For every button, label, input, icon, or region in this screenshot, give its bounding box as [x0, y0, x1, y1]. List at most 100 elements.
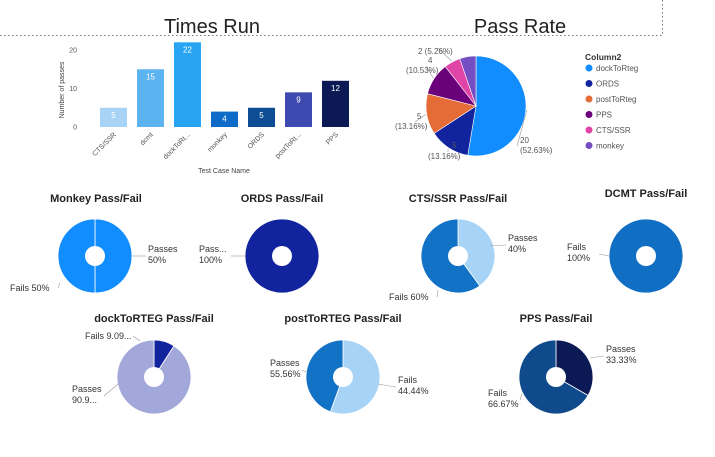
x-tick-label: dockToRt... — [162, 131, 192, 161]
bar-data-label: 4 — [222, 115, 227, 124]
donut-label-pct: 40% — [508, 244, 526, 254]
pass-rate-label-value: 5 — [417, 112, 422, 121]
donut-title: dockToRTEG Pass/Fail — [94, 313, 214, 325]
times-run-y-ticks: 0 10 20 — [69, 48, 77, 132]
pass-rate-data-labels: 20(52.63%)5(13.16%)5(13.16%)4(10.53%)2 (… — [395, 47, 553, 161]
times-run-y-axis-label: Number of passes — [59, 61, 66, 118]
donut-title: ORDS Pass/Fail — [241, 193, 324, 205]
bar-data-label: 15 — [146, 72, 155, 81]
y-tick-label: 10 — [69, 86, 77, 93]
donut-label: Fails 50% — [10, 283, 50, 293]
legend-title: Column2 — [585, 52, 622, 62]
donut-label-pct: 66.67% — [488, 399, 519, 409]
pass-rate-slices — [425, 55, 527, 157]
pass-rate-chart[interactable]: Pass Rate 20(52.63%)5(13.16%)5(13.16%)4(… — [395, 16, 638, 161]
times-run-title: Times Run — [164, 16, 260, 38]
pass-rate-slice-docktorteg — [467, 55, 527, 157]
donut-slice-fails — [57, 218, 96, 294]
donut-leader-line — [598, 253, 610, 257]
x-tick-label: ORDS — [247, 131, 266, 150]
donut-label-name: Fails — [398, 375, 418, 385]
donut-slice-fails — [305, 339, 344, 413]
pass-rate-leader-line — [437, 47, 452, 62]
bar-cts-ssr — [100, 107, 127, 127]
donut-label-pct: 33.33% — [606, 355, 637, 365]
x-tick-label: PPS — [325, 131, 340, 146]
donut-label-pct: 90.9... — [72, 395, 97, 405]
pass-rate-leader-line — [414, 114, 426, 123]
x-tick-label: postToRt... — [274, 131, 303, 160]
donut-docktorteg: dockToRTEG Pass/Fail Fails 9.09... Passes9… — [72, 313, 214, 415]
donut-hole — [636, 246, 656, 266]
donut-label-pct: 100% — [199, 255, 222, 265]
donut-hole — [546, 367, 566, 387]
donut-leader-line — [301, 369, 307, 373]
legend-marker — [585, 80, 593, 87]
donut-label-pct: 55.56% — [270, 369, 301, 379]
bar-ords — [248, 107, 275, 127]
y-tick-label: 0 — [73, 125, 77, 132]
donut-label-name: Fails — [567, 242, 587, 252]
x-tick-label: monkey — [207, 131, 230, 154]
times-run-chart[interactable]: Times Run Number of passes Test Case Nam… — [59, 16, 349, 175]
legend-item: ORDS — [596, 80, 619, 89]
pass-rate-label-value: 4 — [428, 56, 433, 65]
donut-leader-line — [589, 355, 605, 359]
bar-data-label: 5 — [111, 111, 116, 120]
donut-leader-line — [436, 289, 439, 298]
donut-title: postToRTEG Pass/Fail — [284, 313, 401, 325]
donut-leader-line — [103, 383, 119, 397]
times-run-x-axis-label: Test Case Name — [198, 168, 250, 175]
donut-hole — [144, 367, 164, 387]
donut-label: Fails 60% — [389, 292, 429, 302]
legend-item: monkey — [596, 142, 624, 151]
legend-item: PPS — [596, 111, 612, 120]
bar-dcmt — [137, 69, 164, 127]
x-tick-label: CTS/SSR — [92, 131, 118, 157]
donut-title: CTS/SSR Pass/Fail — [409, 193, 507, 205]
pass-rate-leader-line — [516, 110, 528, 147]
pass-rate-label-pct: (13.16%) — [395, 122, 428, 131]
legend-marker — [585, 142, 593, 149]
pass-rate-leader-line — [425, 65, 434, 79]
bar-data-label: 9 — [296, 95, 301, 104]
donut-label-pct: 44.44% — [398, 386, 429, 396]
donut-slice-passes — [457, 218, 496, 287]
pass-rate-label-pct: (52.63%) — [520, 146, 553, 155]
donut-leader-line — [132, 335, 141, 342]
donut-title: Monkey Pass/Fail — [50, 193, 142, 205]
bar-data-label: 22 — [183, 45, 192, 54]
bar-pps — [322, 80, 349, 127]
donut-label-pct: 100% — [567, 253, 590, 263]
donut-title: PPS Pass/Fail — [520, 313, 593, 325]
donut-label-name: Pass... — [199, 244, 227, 254]
pass-rate-slice-monkey — [459, 55, 477, 107]
donut-ords: ORDS Pass/Fail Pass...100% — [199, 193, 324, 294]
legend-item: postToRteg — [596, 95, 636, 104]
legend-marker — [585, 126, 593, 134]
legend-marker — [585, 64, 593, 72]
donut-hole — [85, 246, 105, 266]
legend-item: dockToRteg — [596, 64, 638, 73]
legend-item: CTS/SSR — [596, 126, 631, 135]
donut-leader-line — [57, 282, 61, 289]
donut-hole — [333, 367, 353, 387]
x-tick-label: dcmt — [139, 131, 155, 147]
donut-slice-passes — [329, 339, 381, 415]
donut-label-name: Fails — [488, 388, 508, 398]
pass-fail-donuts: Monkey Pass/Fail Passes 50% Fails 50% ORDS P… — [10, 188, 687, 415]
pass-rate-legend[interactable]: Column2 dockToRteg ORDS postToRteg PPS CTS/SS… — [585, 52, 638, 151]
donut-leader-line — [489, 244, 507, 247]
bar-posttort- — [285, 92, 312, 127]
legend-marker — [585, 95, 593, 103]
donut-hole — [272, 246, 292, 266]
donut-label-name: Passes — [72, 384, 102, 394]
donut-hole — [448, 246, 468, 266]
pass-rate-label-pct: (13.16%) — [428, 152, 461, 161]
legend-marker — [585, 111, 593, 118]
donut-label-pct: 50% — [148, 255, 166, 265]
